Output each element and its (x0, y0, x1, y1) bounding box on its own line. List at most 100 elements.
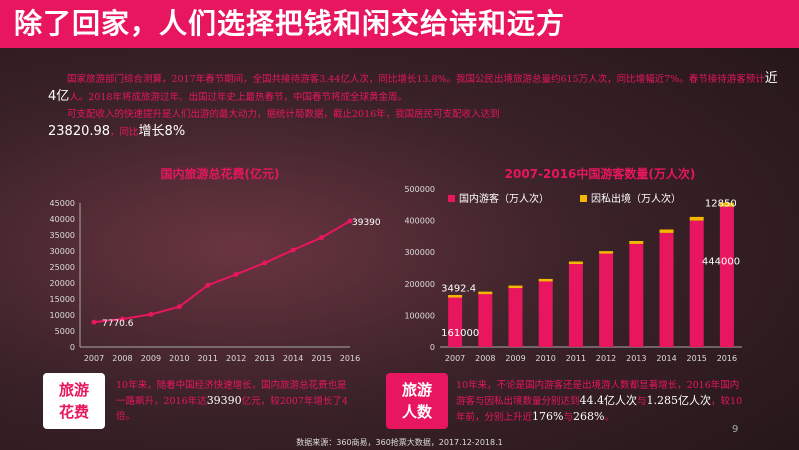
bar-outbound (538, 278, 553, 282)
intro-income-value: 23820.98 (48, 124, 111, 139)
bar-domestic (599, 253, 614, 347)
bar-outbound (629, 241, 644, 244)
bar-chart-x-tick: 2014 (656, 354, 676, 363)
bar-outbound (689, 216, 704, 221)
bar-domestic (448, 296, 463, 347)
bar-domestic (659, 232, 674, 347)
line-chart-y-tick: 20000 (50, 279, 75, 288)
line-chart-point (262, 260, 268, 266)
bar-chart-x-tick: 2013 (626, 354, 646, 363)
traveler-t5: ，较10年前，分别上升近 (456, 396, 743, 423)
bar-outbound (659, 229, 674, 233)
line-chart-x-tick: 2014 (283, 354, 303, 363)
bar-chart-y-tick: 0 (430, 343, 435, 352)
line-chart-point (233, 271, 239, 277)
traveler-t7: 与 (563, 412, 573, 423)
bar-chart-title: 2007-2016中国游客数量(万人次) (504, 167, 696, 181)
line-chart-x-tick: 2007 (84, 354, 104, 363)
bar-chart-x-tick: 2010 (536, 354, 556, 363)
line-chart-y-tick: 35000 (50, 231, 75, 240)
line-chart-y-tick: 10000 (50, 311, 75, 320)
line-chart-point (290, 247, 296, 253)
tag-travel-spending: 旅游 花费 (43, 373, 105, 429)
line-chart: 0 5000 10000 15000 20000 25000 30000 35000 40000… (50, 199, 380, 363)
line-chart-data-label: 7770.6 (102, 319, 134, 329)
bar-domestic (538, 280, 553, 347)
intro-paragraph-1: 国家旅游部门综合测算，2017年春节期间，全国共接待游客3.44亿人次，同比增长… (48, 70, 778, 106)
spending-t1: 10年来，随着中国经济快速增长，国内旅游总花费也是一路飙升，2016年达 (116, 380, 347, 407)
line-chart-x-tick: 2013 (254, 354, 274, 363)
bar-outbound (599, 251, 614, 254)
bar-chart-x-tick: 2009 (505, 354, 525, 363)
line-chart-point (119, 316, 125, 322)
bar-chart-x-tick: 2007 (445, 354, 465, 363)
line-chart-point (347, 218, 353, 224)
intro-p3b: ，同比 (110, 127, 139, 138)
bar-domestic (629, 243, 644, 347)
intro-highlight-4yi: 近4亿 (48, 71, 778, 104)
bar-legend-label: 国内游客（万人次） (459, 192, 549, 205)
line-chart-y-tick: 25000 (50, 263, 75, 272)
bar-domestic (478, 292, 493, 347)
line-chart-x-tick: 2015 (311, 354, 331, 363)
line-chart-y-tick: 15000 (50, 295, 75, 304)
line-chart-point (319, 235, 325, 241)
spending-value: 39390 (206, 394, 242, 407)
line-chart-data-label: 39390 (352, 218, 380, 228)
line-chart-x-tick: 2011 (198, 354, 218, 363)
line-chart-point (205, 282, 211, 288)
tag-traveler-count: 旅游 人数 (386, 373, 448, 429)
bar-outbound (508, 285, 523, 289)
bar-domestic (508, 286, 523, 347)
line-chart-point (176, 304, 182, 310)
traveler-t3: 与 (637, 396, 647, 407)
tag-count-line2: 人数 (401, 403, 432, 421)
bar-chart-y-tick: 200000 (404, 280, 435, 289)
intro-p1a: 国家旅游部门综合测算，2017年春节期间，全国共接待游客3.44亿人次，同比增长… (67, 74, 765, 85)
bar-data-label: 161000 (441, 328, 479, 339)
traveler-description: 10年来，不论是国内游客还是出境游人数都显著增长，2016年国内游客与因私出境数… (456, 378, 744, 425)
traveler-domestic-value: 44.4亿人次 (579, 394, 638, 407)
bar-chart-x-tick: 2008 (475, 354, 495, 363)
bar-domestic (568, 263, 583, 347)
bar-chart-x-tick: 2015 (687, 354, 707, 363)
intro-paragraph-2: 可支配收入的快速提升是人们出游的最大动力，据统计局数据，截止2016年，我国居民… (48, 106, 778, 123)
traveler-t1: 10年来，不论是国内游客还是出境游人数都显著增长，2016年国内游客与因私出境数… (456, 380, 740, 407)
spending-description: 10年来，随着中国经济快速增长，国内旅游总花费也是一路飙升，2016年达3939… (116, 378, 352, 424)
traveler-t9: 。 (604, 412, 614, 423)
bar-chart-x-tick: 2012 (596, 354, 616, 363)
bar-domestic (689, 220, 704, 347)
intro-p2: 可支配收入的快速提升是人们出游的最大动力，据统计局数据，截止2016年，我国居民… (67, 109, 500, 120)
bar-domestic (719, 206, 734, 347)
tag-spending-line2: 花费 (58, 403, 89, 421)
line-chart-y-tick: 0 (70, 343, 75, 352)
line-chart-x-tick: 2016 (340, 354, 360, 363)
traveler-growth-268: 268% (572, 410, 605, 423)
bar-chart: 0 100000 200000 300000 400000 500000 2007 2008 2… (404, 185, 742, 363)
line-chart-x-tick: 2010 (169, 354, 189, 363)
bar-chart-y-tick: 100000 (404, 311, 435, 320)
line-chart-series (93, 220, 351, 324)
spending-t3: 亿元，较2007年增长了4倍。 (116, 396, 348, 422)
page-number: 9 (732, 424, 739, 435)
bar-chart-y-tick: 400000 (404, 217, 435, 226)
bar-chart-x-tick: 2016 (717, 354, 737, 363)
line-chart-title: 国内旅游总花费(亿元) (160, 167, 280, 181)
intro-growth-8: 增长8% (138, 124, 186, 139)
bar-legend-swatch (448, 195, 455, 202)
line-chart-x-tick: 2012 (226, 354, 246, 363)
traveler-outbound-value: 1.285亿人次 (646, 394, 712, 407)
line-chart-y-tick: 5000 (55, 327, 75, 336)
page-title: 除了回家，人们选择把钱和闲交给诗和远方 (14, 7, 566, 40)
line-chart-x-tick: 2009 (141, 354, 161, 363)
line-chart-y-tick: 45000 (50, 199, 75, 208)
bar-outbound (719, 202, 734, 207)
bar-chart-x-tick: 2011 (566, 354, 586, 363)
tag-spending-line1: 旅游 (58, 381, 89, 399)
bar-legend-swatch (580, 195, 587, 202)
bar-data-label: 444000 (702, 257, 740, 268)
line-chart-point (91, 319, 97, 325)
bar-chart-y-tick: 300000 (404, 248, 435, 257)
line-chart-y-tick: 40000 (50, 215, 75, 224)
bar-data-label: 12850 (705, 199, 737, 210)
